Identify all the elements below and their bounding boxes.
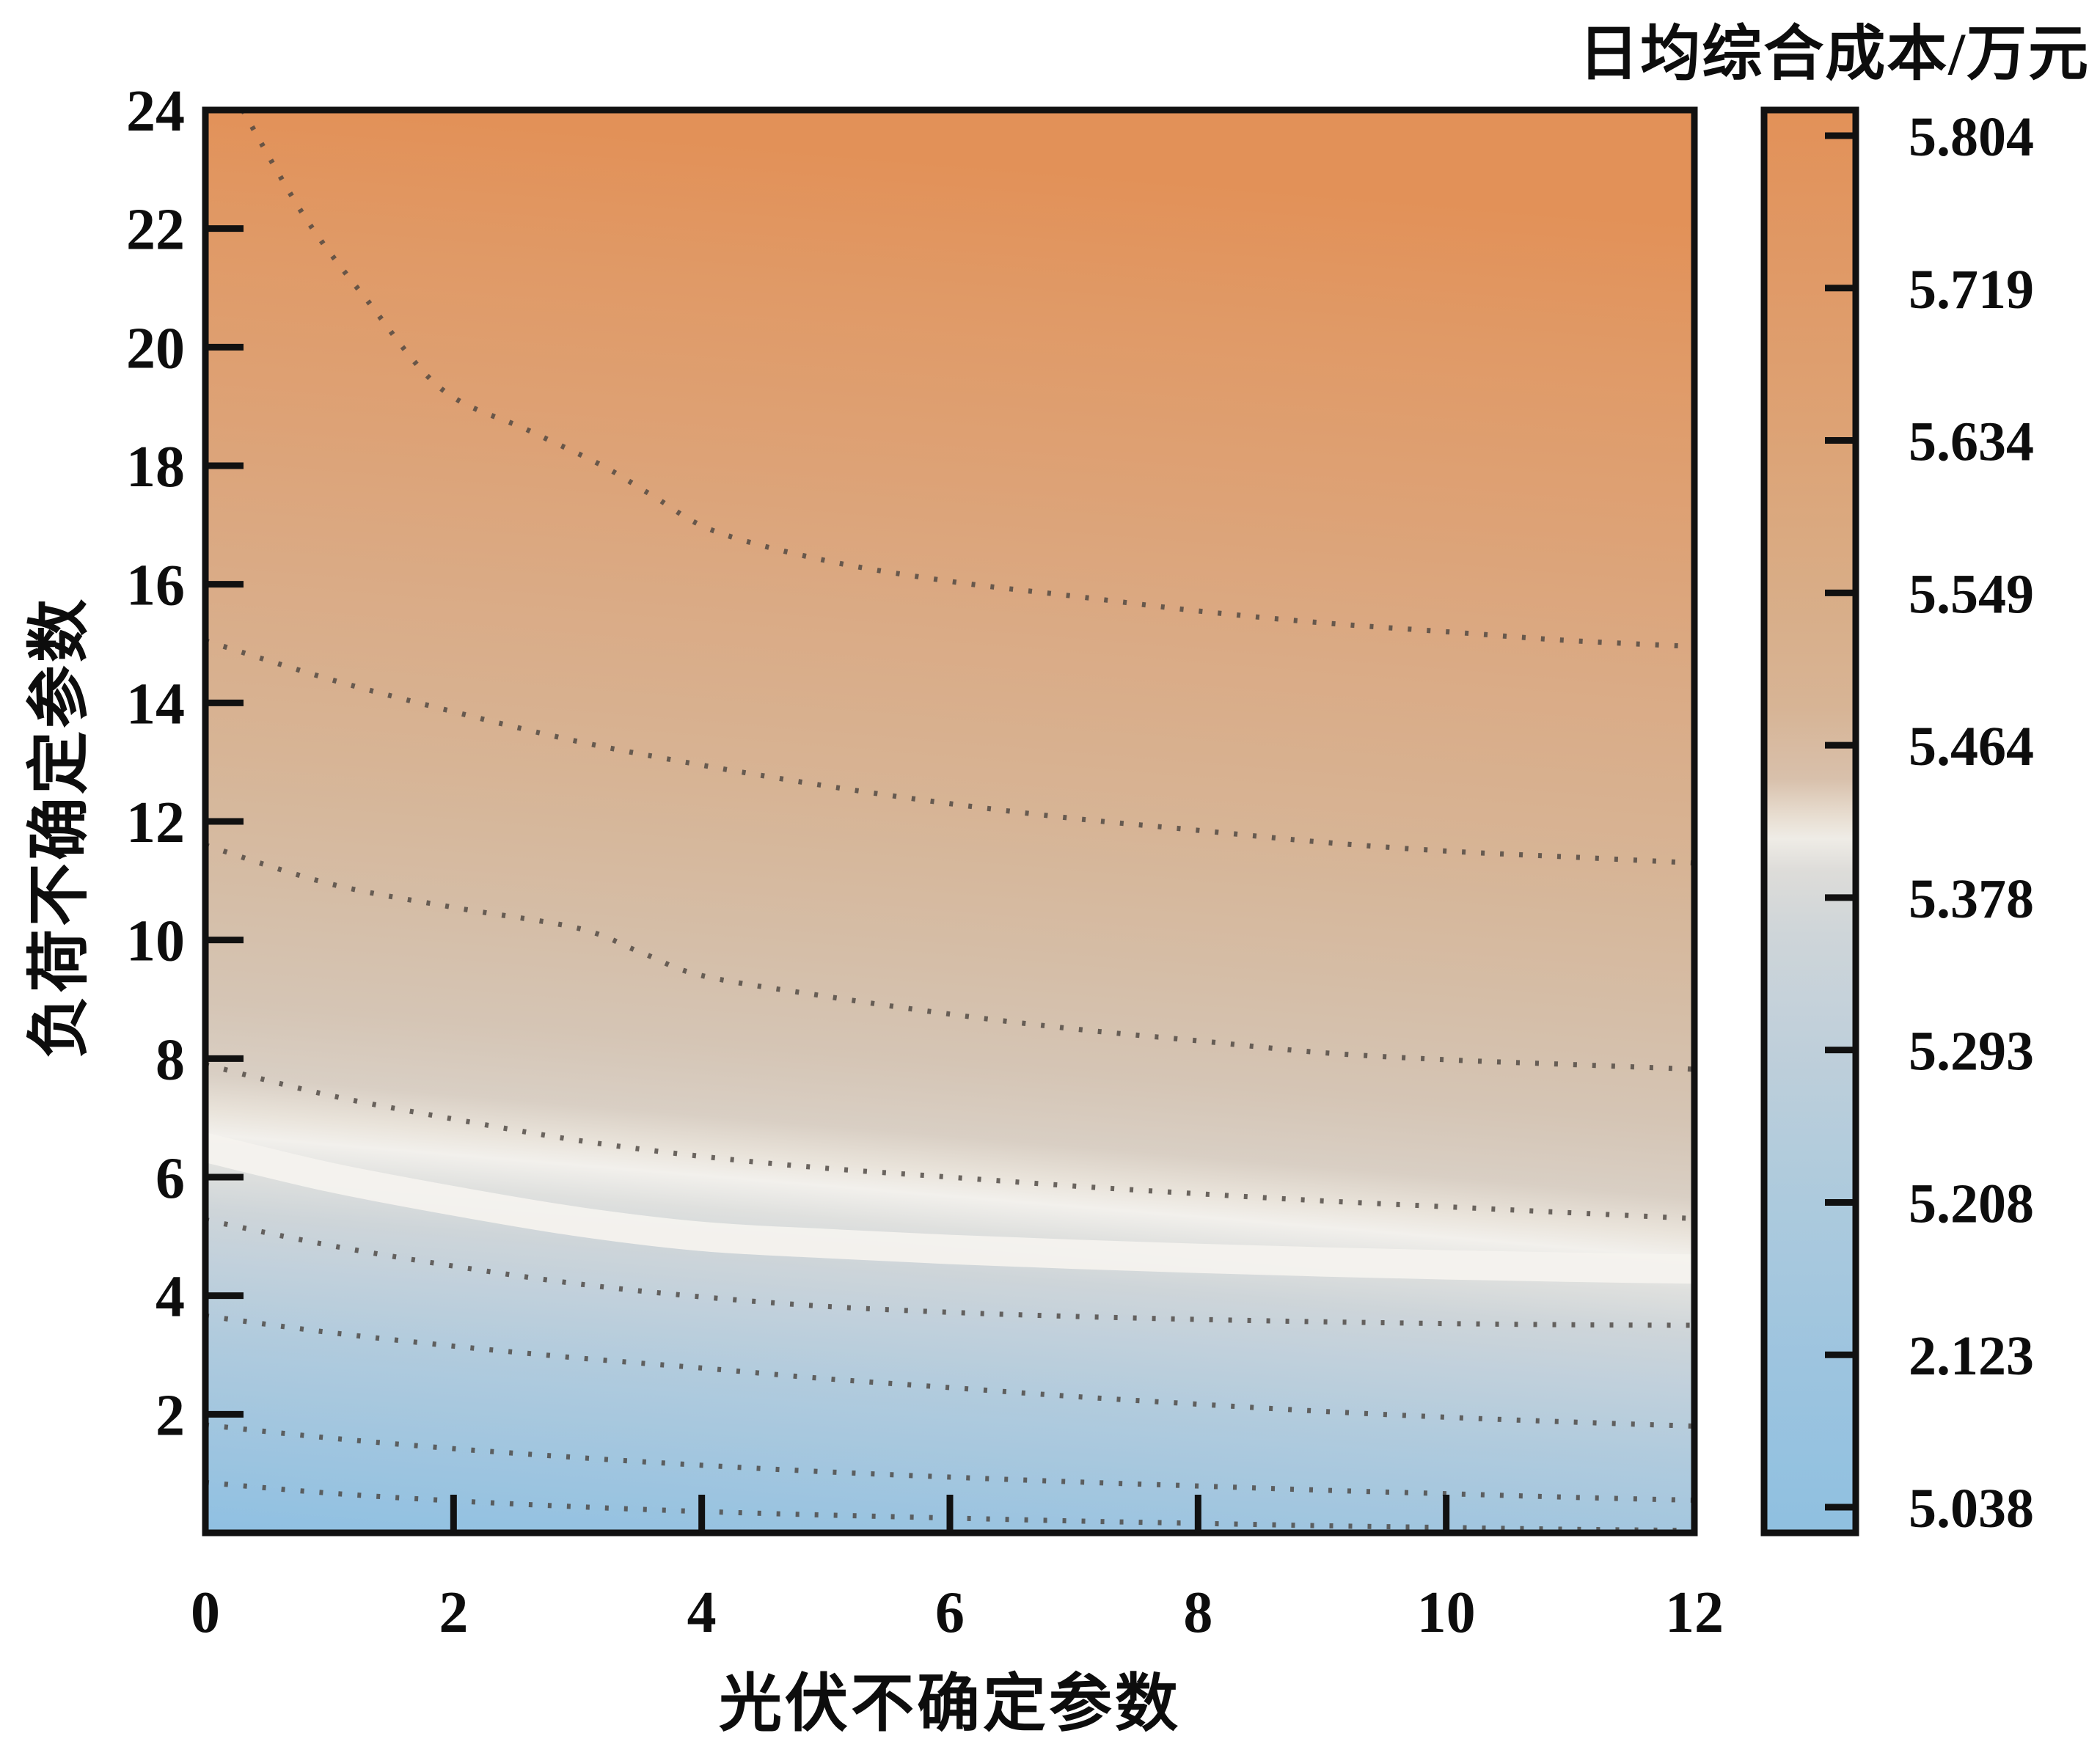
white-contour-band <box>205 1132 1694 1284</box>
contour-line <box>205 638 1694 866</box>
x-tick-label: 12 <box>1665 1581 1724 1645</box>
contour-fill-area <box>205 110 1694 1533</box>
y-tick-label: 14 <box>126 672 185 736</box>
y-tick-label: 18 <box>126 435 185 499</box>
colorbar <box>1764 110 1856 1533</box>
colorbar-tick-label: 5.804 <box>1909 106 2034 168</box>
y-tick-label: 20 <box>126 316 185 381</box>
x-tick-label: 0 <box>191 1581 220 1645</box>
x-tick-label: 4 <box>687 1581 717 1645</box>
y-tick-label: 10 <box>126 909 185 974</box>
y-tick-label: 6 <box>156 1146 185 1211</box>
contour-line <box>205 842 1694 1072</box>
colorbar-tick-label: 5.719 <box>1909 259 2034 321</box>
y-tick-label: 24 <box>126 79 185 144</box>
x-tick-label: 6 <box>935 1581 965 1645</box>
colorbar-tick-label: 5.293 <box>1909 1021 2034 1083</box>
contour-line <box>205 1313 1694 1429</box>
x-axis-label: 光伏不确定参数 <box>719 1669 1181 1739</box>
colorbar-tick-label: 5.634 <box>1909 411 2034 473</box>
colorbar-tick-label: 5.208 <box>1909 1173 2034 1234</box>
x-tick-label: 8 <box>1183 1581 1212 1645</box>
colorbar-tick-label: 2.123 <box>1909 1325 2034 1387</box>
colorbar-tick-label: 5.378 <box>1909 868 2034 930</box>
contour-line <box>205 1422 1694 1504</box>
y-tick-label: 8 <box>156 1028 185 1092</box>
y-tick-label: 2 <box>156 1383 185 1448</box>
colorbar-border <box>1760 106 1859 1537</box>
y-tick-label: 12 <box>126 791 185 855</box>
contour-line <box>240 110 1694 650</box>
colorbar-tick-label: 5.549 <box>1909 563 2034 625</box>
colorbar-title: 日均综合成本/万元 <box>1578 21 2090 87</box>
x-tick-label: 2 <box>439 1581 468 1645</box>
colorbar-tick-label: 5.038 <box>1909 1478 2034 1539</box>
y-tick-label: 16 <box>126 554 185 618</box>
x-tick-label: 10 <box>1417 1581 1476 1645</box>
colorbar-tick-label: 5.464 <box>1909 716 2034 777</box>
y-tick-label: 4 <box>156 1265 185 1330</box>
y-tick-label: 22 <box>126 198 185 263</box>
